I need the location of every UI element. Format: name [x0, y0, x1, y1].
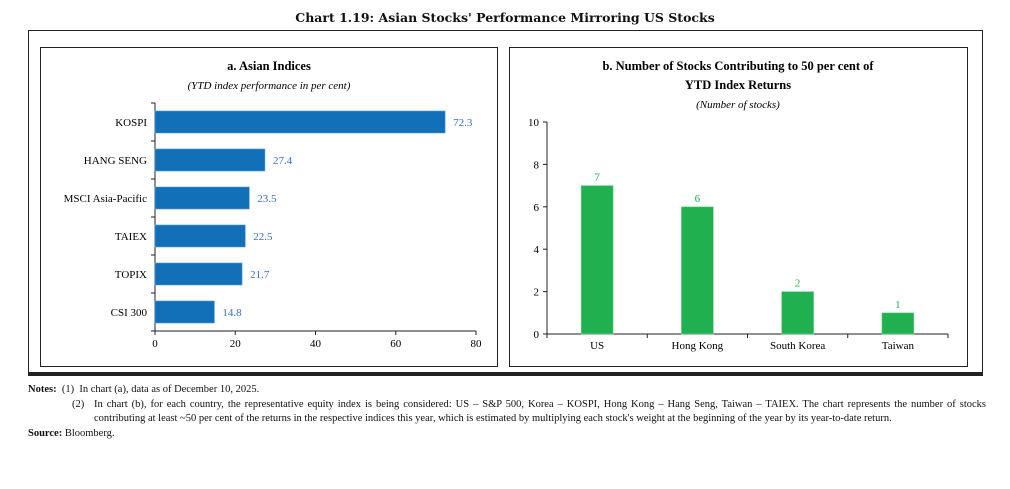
x-tick-label: 20 — [230, 338, 242, 350]
bar-msci-asia-pacific — [154, 186, 250, 210]
y-tick-label: 0 — [534, 329, 540, 341]
data-label: 23.5 — [257, 193, 277, 205]
x-tick-label: 60 — [390, 338, 402, 350]
x-tick-label: 40 — [310, 338, 322, 350]
data-label: 1 — [895, 299, 901, 311]
bar-topix — [154, 262, 243, 286]
notes-label: Notes: — [28, 384, 57, 395]
data-label: 22.5 — [253, 231, 273, 243]
notes: Notes: (1) In chart (a), data as of Dece… — [28, 383, 986, 441]
panel-a-subtitle: (YTD index performance in per cent) — [188, 80, 351, 92]
bar-taiwan — [881, 312, 915, 335]
category-label: TAIEX — [115, 231, 147, 243]
panel-b-title-line2: YTD Index Returns — [685, 78, 791, 92]
note-2-text: In chart (b), for each country, the repr… — [94, 398, 986, 425]
figure-title: Chart 1.19: Asian Stocks' Performance Mi… — [295, 10, 715, 25]
note-1-number: (1) — [61, 384, 75, 395]
bar-csi-300 — [154, 300, 215, 324]
y-tick-label: 6 — [534, 202, 540, 214]
y-tick-label: 10 — [528, 117, 540, 129]
source-label: Source: — [28, 427, 63, 439]
category-label: Hong Kong — [672, 340, 724, 352]
data-label: 6 — [695, 193, 701, 205]
data-label: 72.3 — [453, 117, 473, 129]
bar-kospi — [154, 110, 446, 134]
source: Source: Bloomberg. — [28, 427, 986, 442]
panel-a-frame — [40, 47, 498, 367]
category-label: CSI 300 — [111, 307, 148, 319]
category-label: US — [590, 340, 604, 352]
source-text: Bloomberg. — [64, 427, 115, 439]
bar-hong-kong — [681, 206, 714, 335]
panel-b-subtitle: (Number of stocks) — [696, 99, 780, 111]
data-label: 27.4 — [273, 155, 293, 167]
note-2-number: (2) — [72, 398, 85, 410]
y-tick-label: 2 — [534, 287, 540, 299]
bar-us — [580, 185, 614, 335]
panel-b-frame — [509, 47, 968, 367]
category-label: MSCI Asia-Pacific — [64, 193, 148, 205]
y-tick-label: 4 — [534, 244, 540, 256]
data-label: 14.8 — [222, 307, 242, 319]
x-tick-label: 0 — [152, 338, 158, 350]
category-label: KOSPI — [115, 117, 147, 129]
bar-taiex — [154, 224, 246, 248]
data-label: 2 — [795, 278, 801, 290]
bar-hang-seng — [154, 148, 266, 172]
category-label: South Korea — [770, 340, 825, 352]
bar-south-korea — [781, 291, 814, 335]
category-label: TOPIX — [115, 269, 147, 281]
note-1-text: In chart (a), data as of December 10, 20… — [79, 384, 260, 395]
note-2: (2) In chart (b), for each country, the … — [28, 398, 986, 427]
data-label: 21.7 — [250, 269, 270, 281]
data-label: 7 — [594, 172, 600, 184]
category-label: HANG SENG — [84, 155, 147, 167]
panel-b-title-line1: b. Number of Stocks Contributing to 50 p… — [602, 59, 874, 73]
panel-a-title: a. Asian Indices — [227, 59, 311, 73]
y-tick-label: 8 — [534, 159, 540, 171]
figure-frame — [28, 30, 983, 376]
category-label: Taiwan — [882, 340, 915, 352]
x-tick-label: 80 — [471, 338, 483, 350]
note-1: Notes: (1) In chart (a), data as of Dece… — [28, 383, 986, 398]
